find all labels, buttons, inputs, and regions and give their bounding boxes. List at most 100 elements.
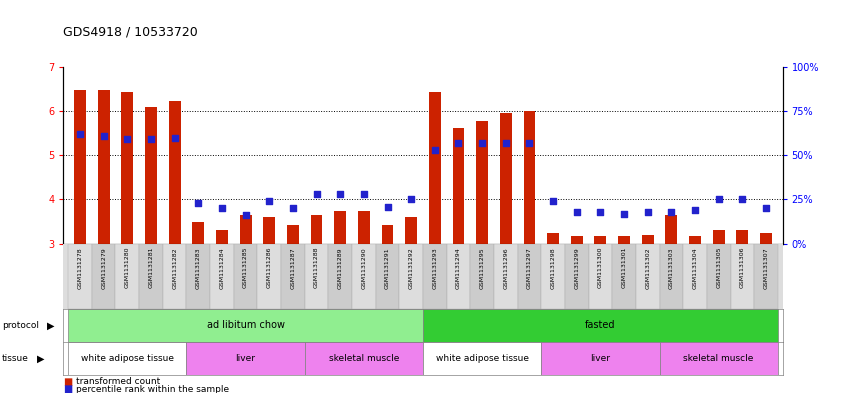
Point [120,136,134,142]
Bar [565,244,589,309]
Bar [358,211,370,244]
Bar [541,244,565,309]
Point [570,209,584,215]
Bar [760,233,772,244]
Text: white adipose tissue: white adipose tissue [81,354,173,363]
Point [381,203,394,209]
Bar [541,342,660,375]
Text: liver: liver [591,354,611,363]
Bar [352,244,376,309]
Point [286,205,299,211]
Text: skeletal muscle: skeletal muscle [329,354,399,363]
Text: GSM1131286: GSM1131286 [266,247,272,288]
Text: GSM1131291: GSM1131291 [385,247,390,288]
Bar [328,244,352,309]
Point [452,140,465,146]
Text: transformed count: transformed count [76,378,161,386]
Text: ■: ■ [63,377,73,387]
Point [665,209,678,215]
Text: GSM1131292: GSM1131292 [409,247,414,288]
Bar [429,92,441,244]
Point [97,132,111,139]
Bar [192,222,204,244]
Text: fasted: fasted [585,320,616,330]
Bar [186,244,210,309]
Bar [122,92,133,244]
Text: GSM1131278: GSM1131278 [78,247,83,288]
Bar [518,244,541,309]
Text: GSM1131294: GSM1131294 [456,247,461,288]
Text: ad libitum chow: ad libitum chow [206,320,284,330]
Text: skeletal muscle: skeletal muscle [684,354,754,363]
Bar [524,111,536,244]
Point [689,207,702,213]
Bar [69,342,186,375]
Text: GSM1131293: GSM1131293 [432,247,437,288]
Bar [736,230,748,244]
Point [759,205,772,211]
Text: GSM1131282: GSM1131282 [172,247,177,288]
Point [594,209,607,215]
Text: GSM1131285: GSM1131285 [243,247,248,288]
Bar [613,244,636,309]
Text: GSM1131281: GSM1131281 [148,247,153,288]
Bar [571,236,583,244]
Text: GSM1131299: GSM1131299 [574,247,580,288]
Bar [98,90,110,244]
Point [475,140,489,146]
Point [712,196,726,202]
Text: GSM1131288: GSM1131288 [314,247,319,288]
Bar [642,235,654,244]
Text: percentile rank within the sample: percentile rank within the sample [76,385,229,393]
Bar [595,236,607,244]
Text: GSM1131298: GSM1131298 [551,247,556,288]
Text: white adipose tissue: white adipose tissue [436,354,529,363]
Text: GSM1131290: GSM1131290 [361,247,366,288]
Text: GSM1131300: GSM1131300 [598,247,603,288]
Point [641,209,655,215]
Point [239,212,252,219]
Bar [666,215,678,244]
Bar [476,121,488,244]
Bar [754,244,777,309]
Bar [453,128,464,244]
Text: GSM1131303: GSM1131303 [669,247,674,288]
Bar [689,236,701,244]
Text: GSM1131304: GSM1131304 [693,247,698,288]
Bar [139,244,162,309]
Bar [589,244,613,309]
Bar [423,342,541,375]
Point [333,191,347,197]
Bar [116,244,139,309]
Point [404,196,418,202]
Text: GSM1131301: GSM1131301 [622,247,627,288]
Text: GSM1131280: GSM1131280 [125,247,129,288]
Point [310,191,323,197]
Bar [334,211,346,244]
Bar [186,342,305,375]
Text: protocol: protocol [2,321,39,330]
Text: GSM1131296: GSM1131296 [503,247,508,288]
Bar [92,244,116,309]
Text: GSM1131305: GSM1131305 [717,247,721,288]
Bar [618,236,630,244]
Bar [281,244,305,309]
Point [215,205,228,211]
Bar [376,244,399,309]
Bar [447,244,470,309]
Bar [287,225,299,244]
Point [428,147,442,153]
Text: GSM1131279: GSM1131279 [102,247,106,288]
Text: ▶: ▶ [37,354,45,364]
Text: GSM1131284: GSM1131284 [219,247,224,288]
Text: GDS4918 / 10533720: GDS4918 / 10533720 [63,26,198,39]
Bar [547,233,559,244]
Point [262,198,276,204]
Text: ▶: ▶ [47,320,55,331]
Bar [713,230,724,244]
Bar [636,244,660,309]
Text: GSM1131307: GSM1131307 [763,247,768,288]
Point [168,134,181,141]
Bar [684,244,707,309]
Bar [69,309,423,342]
